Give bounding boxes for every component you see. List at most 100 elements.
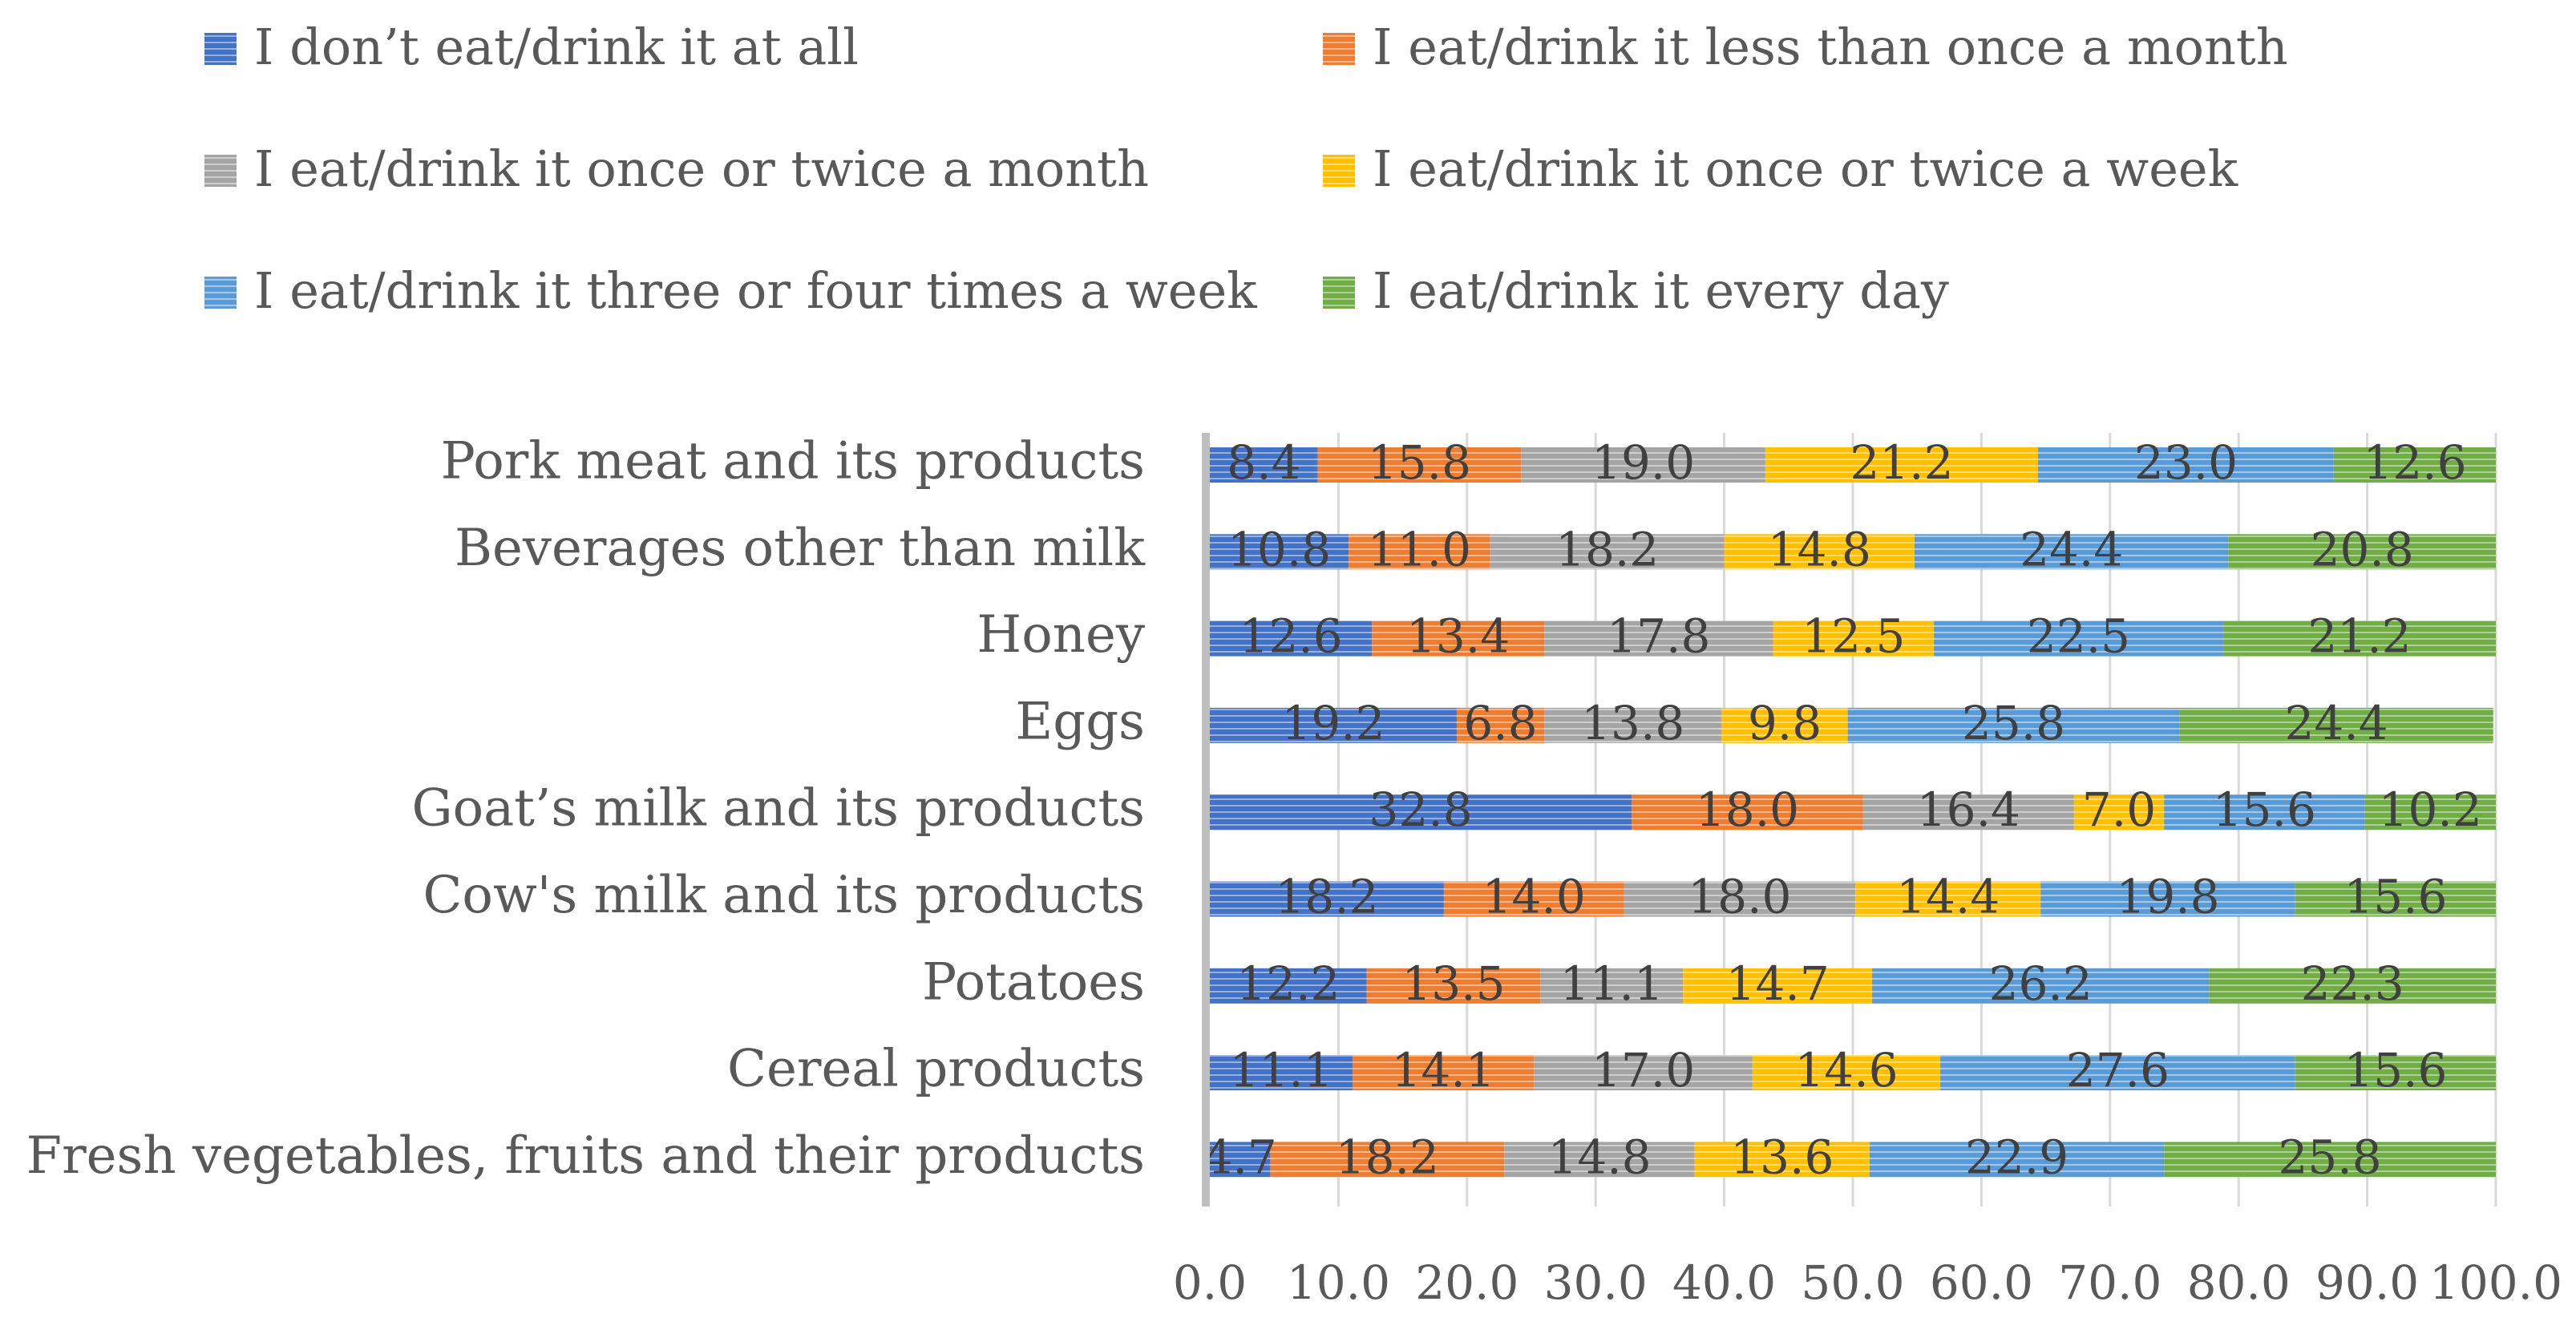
legend-item-i-eat-drink-it-three-or-four-times-a-week: I eat/drink it three or four times a wee… [204, 261, 1257, 320]
bar-segment-goat-s-milk-and-its-products-i-eat-drink-it-every-day [2364, 794, 2496, 831]
data-label: 14.0 [1482, 870, 1586, 924]
data-label: 15.6 [2213, 782, 2316, 837]
data-label: 15.6 [2343, 870, 2447, 924]
data-label: 18.0 [1688, 870, 1791, 924]
x-axis-ticks: 0.0 10.0 20.0 30.0 40.0 50.0 60.0 70.0 80.0 90.0 1… [1173, 1255, 2562, 1310]
data-label: 13.5 [1401, 956, 1505, 1011]
bar-segment-honey-i-eat-drink-it-three-or-four-times-a-week [1934, 620, 2223, 657]
x-tick-label: 100.0 [2429, 1255, 2562, 1310]
bar-segment-pork-meat-and-its-products-i-eat-drink-it-every-day [2333, 447, 2496, 483]
bar-segment-goat-s-milk-and-its-products-i-don-t-eat-drink-it-at-all [1210, 794, 1632, 831]
bar-segment-cow-s-milk-and-its-products-i-eat-drink-it-every-day [2295, 881, 2496, 917]
bar-segment-potatoes-i-eat-drink-it-once-or-twice-a-week [1683, 968, 1873, 1004]
bar-segment-goat-s-milk-and-its-products-i-eat-drink-it-less-than-once-a-month [1632, 794, 1863, 831]
bar-segment-goat-s-milk-and-its-products-i-eat-drink-it-once-or-twice-a-week [2073, 794, 2165, 831]
data-label: 24.4 [2285, 696, 2388, 750]
data-label: 10.2 [2379, 782, 2482, 837]
bar-segment-beverages-other-than-milk-i-don-t-eat-drink-it-at-all [1210, 534, 1349, 570]
bar-segment-cereal-products-i-eat-drink-it-once-or-twice-a-week [1752, 1055, 1941, 1091]
category-label-honey: Honey [977, 605, 1145, 665]
bar-segment-honey-i-eat-drink-it-less-than-once-a-month [1372, 620, 1545, 657]
data-label: 12.6 [2363, 435, 2466, 490]
bar-segment-pork-meat-and-its-products-i-don-t-eat-drink-it-at-all [1210, 447, 1318, 483]
bar-segment-cereal-products-i-don-t-eat-drink-it-at-all [1210, 1055, 1353, 1091]
data-label: 10.8 [1227, 522, 1331, 576]
legend-label: I eat/drink it every day [1373, 261, 1949, 320]
x-tick-label: 50.0 [1801, 1255, 1904, 1310]
bar-segment-fresh-vegetables-fruits-and-their-products-i-don-t-eat-drink-it-at-all [1210, 1142, 1271, 1178]
legend-label: I eat/drink it less than once a month [1373, 18, 2288, 76]
legend-swatch [1323, 155, 1355, 187]
data-label: 13.4 [1406, 609, 1510, 664]
data-label: 13.8 [1581, 696, 1684, 750]
bar-segment-potatoes-i-eat-drink-it-less-than-once-a-month [1366, 968, 1541, 1004]
data-label: 12.2 [1236, 956, 1340, 1011]
data-label: 11.0 [1368, 522, 1471, 576]
legend-swatch [204, 277, 237, 309]
x-tick-label: 0.0 [1173, 1255, 1247, 1310]
legend-item-i-eat-drink-it-once-or-twice-a-month: I eat/drink it once or twice a month [204, 139, 1149, 198]
data-label: 17.0 [1591, 1043, 1695, 1097]
data-label: 14.8 [1768, 522, 1871, 576]
data-label: 11.1 [1560, 956, 1664, 1011]
data-label: 9.8 [1748, 696, 1822, 750]
bar-segment-goat-s-milk-and-its-products-i-eat-drink-it-once-or-twice-a-month [1862, 794, 2074, 831]
legend-label: I don’t eat/drink it at all [254, 18, 859, 76]
legend-item-i-eat-drink-it-every-day: I eat/drink it every day [1323, 261, 1949, 320]
category-label-cereal-products: Cereal products [727, 1040, 1145, 1099]
data-label: 19.8 [2116, 870, 2219, 924]
data-labels: 8.4 15.8 19.0 21.2 23.0 12.6 10.8 11.0 18.2 14.8 2… [1203, 435, 2482, 1184]
category-label-eggs: Eggs [1016, 692, 1146, 751]
bar-segment-eggs-i-don-t-eat-drink-it-at-all [1210, 707, 1457, 743]
legend-label: I eat/drink it once or twice a month [254, 139, 1149, 198]
x-tick-label: 60.0 [1930, 1255, 2033, 1310]
data-label: 18.2 [1555, 522, 1659, 576]
data-label: 16.4 [1917, 782, 2020, 837]
data-label: 24.4 [2020, 522, 2123, 576]
data-label: 14.1 [1392, 1043, 1495, 1097]
bar-segment-beverages-other-than-milk-i-eat-drink-it-less-than-once-a-month [1349, 534, 1490, 570]
data-label: 22.9 [1965, 1130, 2068, 1184]
data-label: 14.4 [1896, 870, 2000, 924]
bar-segment-beverages-other-than-milk-i-eat-drink-it-once-or-twice-a-month [1490, 534, 1725, 570]
bar-segment-eggs-i-eat-drink-it-once-or-twice-a-month [1544, 707, 1722, 743]
bar-segment-eggs-i-eat-drink-it-once-or-twice-a-week [1721, 707, 1848, 743]
bar-segment-eggs-i-eat-drink-it-every-day [2179, 707, 2493, 743]
y-axis-line [1202, 433, 1210, 1207]
x-tick-label: 90.0 [2315, 1255, 2419, 1310]
legend-item-i-eat-drink-it-once-or-twice-a-week: I eat/drink it once or twice a week [1323, 139, 2238, 198]
bar-segment-cereal-products-i-eat-drink-it-every-day [2295, 1055, 2496, 1091]
bar-segment-cereal-products-i-eat-drink-it-once-or-twice-a-month [1534, 1055, 1753, 1091]
bar-segment-potatoes-i-don-t-eat-drink-it-at-all [1210, 968, 1367, 1004]
bar-segment-fresh-vegetables-fruits-and-their-products-i-eat-drink-it-once-or-twice-a-week [1694, 1142, 1870, 1178]
data-label: 18.0 [1696, 782, 1799, 837]
x-tick-label: 30.0 [1544, 1255, 1648, 1310]
category-labels: Pork meat and its products Beverages othe… [26, 432, 1146, 1186]
data-label: 15.6 [2343, 1043, 2447, 1097]
data-label: 25.8 [1962, 696, 2065, 750]
data-label: 15.8 [1368, 435, 1471, 490]
category-label-beverages-other-than-milk: Beverages other than milk [455, 519, 1146, 578]
category-label-potatoes: Potatoes [922, 952, 1145, 1012]
bar-segment-fresh-vegetables-fruits-and-their-products-i-eat-drink-it-once-or-twice-a-month [1504, 1142, 1695, 1178]
bar-segment-pork-meat-and-its-products-i-eat-drink-it-once-or-twice-a-week [1765, 447, 2038, 483]
legend-label: I eat/drink it once or twice a week [1373, 139, 2238, 198]
category-label-goat-s-milk-and-its-products: Goat’s milk and its products [411, 779, 1145, 839]
category-label-fresh-vegetables-fruits-and-their-products: Fresh vegetables, fruits and their produ… [26, 1126, 1145, 1186]
data-label: 14.7 [1726, 956, 1830, 1011]
bar-segment-cow-s-milk-and-its-products-i-eat-drink-it-less-than-once-a-month [1443, 881, 1624, 917]
bar-segment-potatoes-i-eat-drink-it-once-or-twice-a-month [1540, 968, 1684, 1004]
legend-item-i-eat-drink-it-less-than-once-a-month: I eat/drink it less than once a month [1323, 18, 2288, 76]
data-label: 19.0 [1591, 435, 1695, 490]
legend: I don’t eat/drink it at all I eat/drink … [204, 18, 2288, 320]
bar-segment-pork-meat-and-its-products-i-eat-drink-it-three-or-four-times-a-week [2037, 447, 2334, 483]
bar-segment-cow-s-milk-and-its-products-i-eat-drink-it-three-or-four-times-a-week [2040, 881, 2295, 917]
data-label: 14.8 [1547, 1130, 1651, 1184]
bar-segment-cow-s-milk-and-its-products-i-don-t-eat-drink-it-at-all [1210, 881, 1444, 917]
bar-segment-potatoes-i-eat-drink-it-three-or-four-times-a-week [1872, 968, 2210, 1004]
bars [1210, 447, 2496, 1178]
legend-swatch [1323, 277, 1355, 309]
legend-swatch [204, 155, 237, 187]
bar-segment-fresh-vegetables-fruits-and-their-products-i-eat-drink-it-three-or-four-times-a-week [1869, 1142, 2165, 1178]
data-label: 18.2 [1336, 1130, 1439, 1184]
